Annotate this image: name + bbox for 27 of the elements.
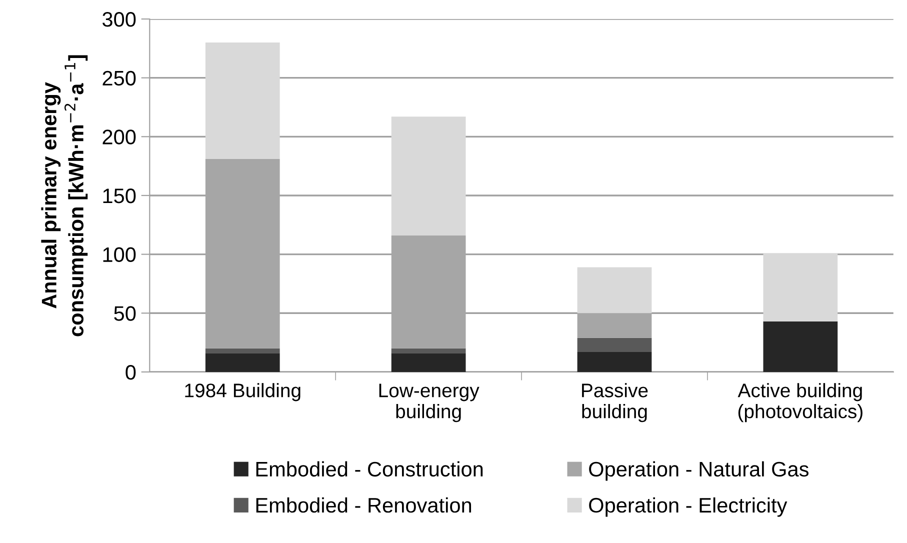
bar xyxy=(763,253,838,322)
y-tick-label: 250 xyxy=(102,70,136,86)
x-tick-label: Active building (photovoltaics) xyxy=(738,383,862,422)
y-tick-label: 300 xyxy=(102,12,136,27)
y-tick-label: 200 xyxy=(102,130,136,144)
y-tick-label: 50 xyxy=(114,306,136,321)
y-axis-title: Annual primary energy consumption [kWh·m$^{−2}$·a$^{−1}$] xyxy=(41,55,88,336)
bar xyxy=(577,352,652,372)
bar xyxy=(391,353,466,372)
y-tick-label: 100 xyxy=(103,247,136,262)
legend-label: Operation - Natural Gas xyxy=(589,461,808,481)
bar xyxy=(763,321,838,372)
bar xyxy=(577,267,652,314)
bar xyxy=(577,338,652,352)
legend-label: Operation - Electricity xyxy=(589,497,788,517)
y-tick-label: 0 xyxy=(126,364,136,380)
x-tick-label: Passive building xyxy=(582,383,648,422)
x-tick-label: Low-energy building xyxy=(379,384,480,422)
bar xyxy=(205,353,280,372)
y-tick-label: 150 xyxy=(103,188,136,204)
legend-label: Embodied - Construction xyxy=(256,461,483,477)
bar xyxy=(205,42,280,160)
x-tick-label: 1984 Building xyxy=(185,383,300,402)
bar xyxy=(391,116,466,236)
bar xyxy=(205,348,280,354)
legend-label: Embodied - Renovation xyxy=(256,497,472,513)
bar xyxy=(391,348,466,354)
